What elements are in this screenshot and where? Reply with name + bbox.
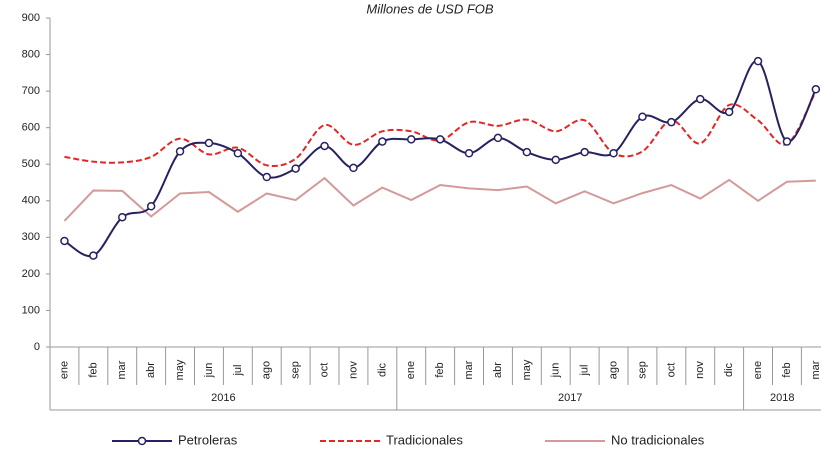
point [407,135,416,144]
point [638,112,647,121]
point [262,172,271,182]
y-tick-label: 600 [22,122,40,134]
x-tick-label: dic [376,362,388,377]
y-tick-label: 800 [22,48,40,60]
y-tick-label: 0 [34,341,40,353]
point [464,149,474,158]
point [667,117,676,127]
point [146,202,156,211]
point [435,135,445,144]
y-tick-label: 300 [22,231,40,243]
x-tick-label: abr [492,362,504,378]
legend-label: No tradicionales [611,432,705,447]
x-tick-label: jul [579,364,591,376]
x-tick-label: jun [550,363,562,379]
y-tick-label: 700 [22,85,40,97]
x-group-label: 2017 [558,392,582,404]
legend-label: Petroleras [178,432,238,447]
point [175,147,185,156]
x-tick-label: nov [694,361,706,379]
point [60,236,69,246]
x-tick-label: ene [405,361,417,379]
legend-label: Tradicionales [386,432,463,447]
x-tick-label: may [174,359,186,380]
point [320,141,329,151]
point [349,163,358,173]
legend-marker [137,436,147,446]
point [118,212,127,222]
point [291,164,300,173]
x-tick-label: ene [58,361,70,379]
x-tick-label: may [521,359,533,380]
point [609,149,618,158]
point [811,85,821,94]
point [696,94,705,104]
point [233,149,243,158]
y-tick-label: 100 [22,304,40,316]
x-tick-label: jul [232,364,244,376]
chart-title: Millones de USD FOB [366,1,493,16]
y-tick-label: 500 [22,158,40,170]
x-tick-label: sep [636,361,648,379]
point [89,251,98,260]
x-group-label: 2018 [770,392,794,404]
x-tick-label: feb [781,362,793,377]
x-tick-label: sep [290,361,302,379]
point [378,137,387,146]
x-group-label: 2016 [211,392,235,404]
x-tick-label: dic [723,362,735,377]
x-tick-label: jun [203,363,215,379]
x-tick-label: abr [145,362,157,378]
y-tick-label: 400 [22,195,40,207]
point [724,107,734,117]
x-tick-label: feb [87,362,99,377]
point [580,147,589,157]
point [782,137,792,146]
x-tick-label: ago [607,361,619,379]
series-line [63,60,817,258]
point [522,147,532,157]
x-tick-label: ago [261,361,273,379]
x-tick-label: ene [752,361,764,379]
x-tick-label: mar [810,360,821,379]
x-tick-label: mar [463,360,475,379]
point [493,133,503,143]
series-line [63,176,816,222]
x-tick-label: mar [116,360,128,379]
x-tick-label: oct [665,363,677,378]
y-tick-label: 200 [22,268,40,280]
point [551,155,560,165]
x-tick-label: oct [318,363,330,378]
point [204,138,214,148]
point [753,56,763,66]
x-tick-label: feb [434,362,446,377]
x-tick-label: nov [347,361,359,379]
y-tick-label: 900 [22,12,40,24]
